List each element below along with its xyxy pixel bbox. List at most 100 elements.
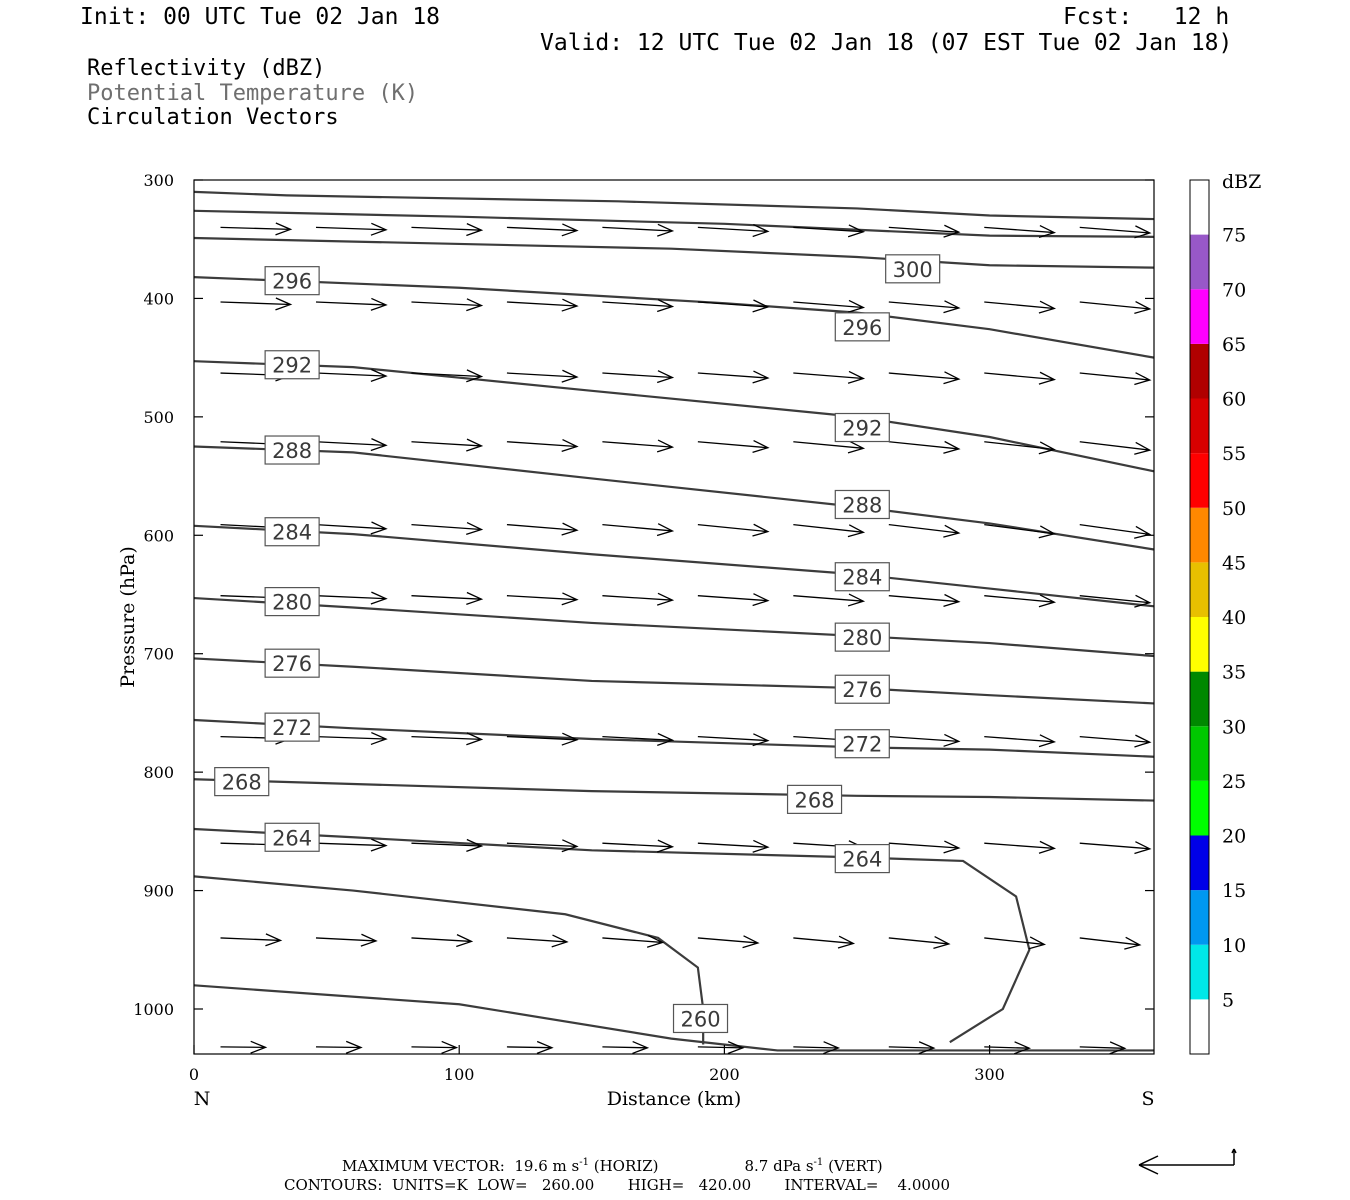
field-vectors: Circulation Vectors [87,105,339,130]
vector-arrow-8-8 [984,936,1047,950]
contour-label-280-10: 280 [834,622,890,652]
vector-arrow-3-9 [1079,441,1152,455]
vector-arrow-0-6 [793,224,866,238]
isentrope-300-0 [193,190,1155,221]
vector-arrow-3-5 [697,439,770,453]
colorbar-swatch-70 [1190,234,1209,290]
isentrope-276-8 [193,657,1155,705]
vector-arrow-0-1 [315,222,388,236]
colorbar-swatch-50 [1190,453,1209,508]
y-tick-label-1000: 1000 [133,1000,174,1019]
vector-arrow-0-4 [602,223,675,237]
contour-label-284-7: 284 [264,517,320,547]
svg-text:276: 276 [842,678,882,702]
contour-label-300-0: 300 [885,254,941,284]
isentrope-268-10 [193,778,1155,802]
contour-label-layer: 300 296 296 292 292 288 288 284 284 280 280 276 276 2… [214,254,941,1034]
contour-label-284-8: 284 [834,562,890,592]
contour-label-292-4: 292 [834,412,890,443]
colorbar-label-65: 65 [1222,334,1246,356]
vector-arrow-6-4 [602,732,675,746]
vector-arrow-0-7 [888,224,961,238]
init-time: Init: 00 UTC Tue 02 Jan 18 [80,4,441,30]
x-tick-label-200: 200 [709,1065,740,1084]
x-axis-label: Distance (km) [607,1088,742,1110]
vector-arrow-1-7 [888,300,961,314]
svg-text:296: 296 [272,270,312,294]
contour-label-292-3: 292 [264,350,320,380]
colorbar-label-55: 55 [1222,443,1246,465]
vector-arrow-8-2 [411,934,474,948]
vector-arrow-1-9 [1079,301,1152,315]
y-tick-label-500: 500 [143,408,174,427]
vector-arrow-9-3 [506,1040,554,1054]
vector-arrow-6-9 [1079,734,1152,748]
vector-arrow-7-8 [984,840,1057,854]
vector-arrow-6-3 [506,732,579,746]
vector-arrow-9-9 [1079,1041,1127,1055]
max-vector-vert: 8.7 dPa s [744,1157,814,1175]
reference-vector-icon [1138,1148,1237,1175]
vector-arrow-1-4 [602,299,675,313]
vector-arrow-4-5 [697,523,770,537]
x-tick-label-100: 100 [444,1065,475,1084]
y-axis-label: Pressure (hPa) [117,546,139,688]
svg-text:300: 300 [893,258,933,282]
vector-arrow-4-1 [315,521,388,535]
vector-arrow-5-2 [411,591,484,605]
vector-arrow-2-2 [411,369,484,383]
colorbar-outline [1189,179,1210,1055]
south-end-label: S [1141,1088,1154,1110]
isentrope-296-3 [193,276,1155,359]
x-tick-label-0: 0 [189,1065,199,1084]
contour-label-288-5: 288 [264,435,320,465]
vector-arrow-9-8 [984,1041,1032,1055]
colorbar-swatch-60 [1190,343,1209,399]
vector-arrow-7-2 [411,838,484,852]
vector-arrow-4-8 [984,523,1057,539]
svg-text:292: 292 [842,417,882,441]
vector-arrow-6-8 [984,734,1057,748]
vector-arrow-5-6 [793,593,866,607]
vector-arrow-3-2 [411,438,484,452]
vector-arrow-0-9 [1079,225,1152,239]
isentrope-300-1 [193,209,1155,238]
vector-arrow-3-7 [888,440,961,454]
plot-frame [193,179,1155,1055]
vector-arrow-9-0 [220,1040,268,1054]
svg-text:268: 268 [795,788,835,812]
valid-time: Valid: 12 UTC Tue 02 Jan 18 (07 EST Tue … [540,30,1233,56]
vector-arrow-1-6 [793,299,866,313]
svg-text:264: 264 [842,848,882,872]
contour-label-260-19: 260 [672,1003,729,1034]
vector-arrow-8-9 [1079,936,1142,950]
vector-arrow-5-3 [506,592,579,606]
isentrope-260-12 [193,875,705,1045]
vector-arrow-5-9 [1079,594,1152,608]
isentrope-288-5 [193,445,1155,551]
vert-tag: (VERT) [823,1157,883,1175]
colorbar-swatch-15 [1190,835,1209,891]
svg-text:284: 284 [842,566,882,590]
vector-arrow-8-1 [315,933,378,947]
svg-text:292: 292 [272,354,312,378]
isentrope-300-2 [193,236,1155,269]
svg-text:260: 260 [680,1007,720,1031]
max-vector-note: MAXIMUM VECTOR: 19.6 m s-1 (HORIZ) 8.7 dP… [342,1157,883,1175]
vector-arrow-0-5 [697,224,770,238]
vector-arrow-3-3 [506,439,579,453]
svg-text:280: 280 [272,591,312,615]
vector-arrow-7-7 [888,840,961,854]
vector-arrow-3-1 [315,438,388,452]
colorbar-swatch-45 [1190,507,1209,563]
vector-arrow-2-5 [697,370,770,384]
colorbar-label-40: 40 [1222,607,1246,629]
y-tick-label-300: 300 [143,171,174,190]
svg-text:268: 268 [222,771,262,795]
vector-arrow-0-0 [220,222,293,236]
vector-arrow-9-2 [411,1040,459,1054]
vector-arrow-4-2 [411,521,484,536]
isentrope-260-13 [193,984,1154,1052]
colorbar-label-50: 50 [1222,498,1246,520]
svg-text:276: 276 [272,652,312,676]
